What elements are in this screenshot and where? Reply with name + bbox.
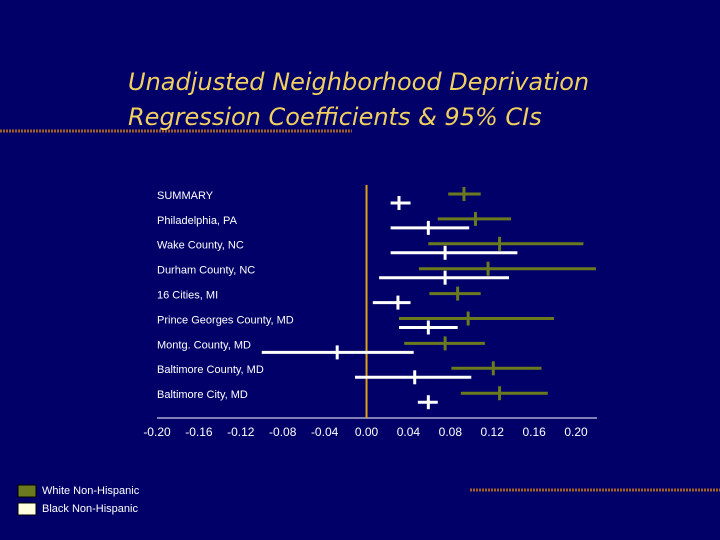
x-tick-label: -0.04: [311, 425, 339, 439]
category-label: Philadelphia, PA: [157, 215, 238, 227]
x-tick-label: -0.16: [185, 425, 213, 439]
legend-label: Black Non-Hispanic: [42, 503, 138, 515]
category-label: Montg. County, MD: [157, 339, 251, 351]
chart-title: Unadjusted Neighborhood Deprivation: [128, 68, 589, 96]
x-tick-label: 0.00: [355, 425, 379, 439]
chart-title: Regression Coefficients & 95% CIs: [128, 103, 542, 131]
x-tick-label: 0.20: [564, 425, 588, 439]
x-tick-label: 0.16: [522, 425, 546, 439]
x-tick-label: 0.08: [439, 425, 463, 439]
legend-swatch: [17, 484, 37, 498]
x-tick-label: 0.04: [397, 425, 421, 439]
x-tick-label: -0.12: [227, 425, 255, 439]
category-label: 16 Cities, MI: [157, 290, 218, 302]
category-label: Baltimore County, MD: [157, 364, 264, 376]
category-label: SUMMARY: [157, 190, 214, 202]
category-label: Prince Georges County, MD: [157, 314, 294, 326]
legend-label: White Non-Hispanic: [42, 485, 140, 497]
x-tick-label: 0.12: [481, 425, 505, 439]
x-tick-label: -0.20: [143, 425, 171, 439]
category-label: Wake County, NC: [157, 240, 244, 252]
category-label: Durham County, NC: [157, 265, 255, 277]
legend-swatch: [17, 502, 37, 516]
category-label: Baltimore City, MD: [157, 389, 248, 401]
x-tick-label: -0.08: [269, 425, 297, 439]
